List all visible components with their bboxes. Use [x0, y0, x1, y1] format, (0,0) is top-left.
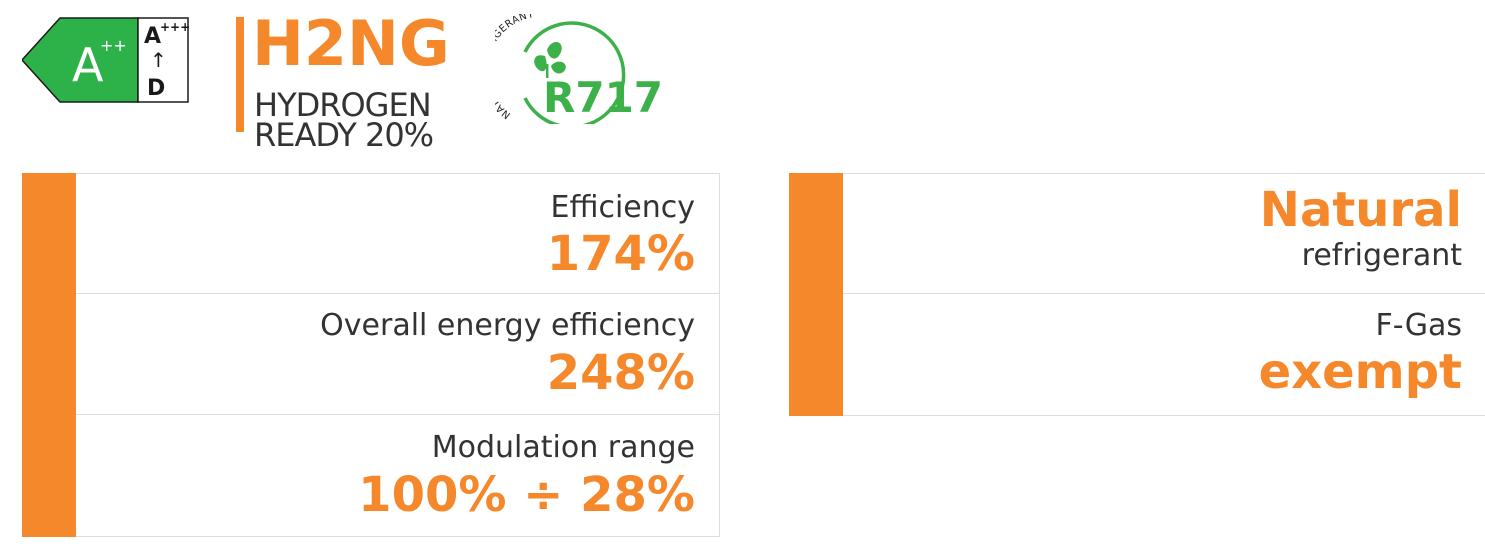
- natural-label: refrigerant: [1301, 238, 1462, 273]
- r717-code: R717: [543, 73, 660, 122]
- spec-modulation-label: Modulation range: [431, 430, 695, 465]
- performance-specs-card: Efficiency 174% Overall energy efficienc…: [22, 173, 720, 537]
- spec-overall-label: Overall energy efficiency: [320, 308, 695, 343]
- r717-badge-graphic: NATURAL REFRIGERANT R717: [480, 9, 663, 129]
- spec-overall-value: 248%: [546, 345, 695, 401]
- leaves-icon: [534, 41, 566, 78]
- r717-badge: NATURAL REFRIGERANT R717: [480, 9, 663, 129]
- spec-efficiency: Efficiency 174%: [76, 174, 719, 294]
- h2ng-logo: H2NG HYDROGEN READY 20%: [236, 13, 456, 151]
- h2ng-line1: HYDROGEN: [254, 86, 432, 124]
- fgas-value: exempt: [1258, 344, 1462, 400]
- scale-top-suffix: +++: [160, 20, 189, 34]
- fgas-row: F-Gas exempt: [843, 294, 1485, 414]
- card-accent-bar: [22, 173, 76, 537]
- card-accent-bar: [789, 173, 843, 416]
- natural-refrigerant-row: Natural refrigerant: [843, 174, 1485, 294]
- energy-label: A ++ A +++ ↑ D: [22, 17, 189, 103]
- spec-efficiency-value: 174%: [546, 226, 695, 282]
- energy-class-suffix: ++: [100, 36, 127, 55]
- scale-top-letter: A: [144, 24, 161, 49]
- refrigerant-info-card: Natural refrigerant F-Gas exempt: [789, 173, 1485, 416]
- fgas-label: F-Gas: [1375, 308, 1462, 343]
- scale-arrow-icon: ↑: [150, 48, 167, 72]
- spec-modulation-range: Modulation range 100% ÷ 28%: [76, 415, 719, 535]
- scale-bottom-letter: D: [147, 76, 165, 101]
- spec-overall-efficiency: Overall energy efficiency 248%: [76, 294, 719, 415]
- energy-class-letter: A: [72, 38, 104, 92]
- h2ng-line2: READY 20%: [254, 116, 434, 154]
- h2ng-title: H2NG: [252, 7, 450, 80]
- spec-efficiency-label: Efficiency: [550, 190, 695, 225]
- natural-value: Natural: [1259, 182, 1462, 238]
- spec-modulation-value: 100% ÷ 28%: [358, 467, 695, 523]
- h2ng-bar: [236, 17, 244, 132]
- energy-class-icon: A ++ A +++ ↑ D: [22, 17, 189, 103]
